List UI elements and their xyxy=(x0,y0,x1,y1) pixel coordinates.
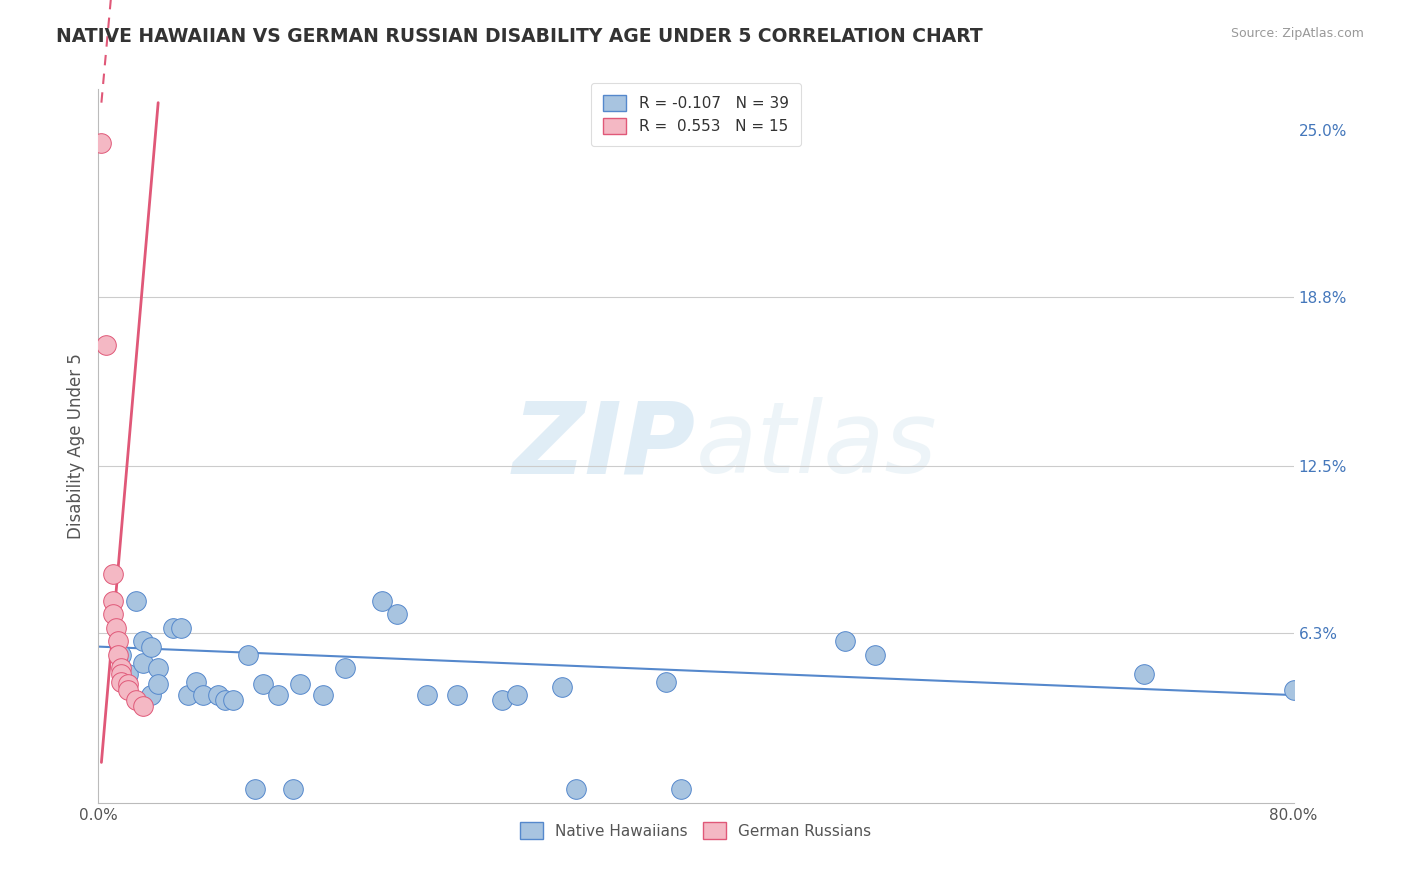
Point xyxy=(90,136,112,150)
Point xyxy=(117,666,139,681)
Text: NATIVE HAWAIIAN VS GERMAN RUSSIAN DISABILITY AGE UNDER 5 CORRELATION CHART: NATIVE HAWAIIAN VS GERMAN RUSSIAN DISABI… xyxy=(56,27,983,45)
Point xyxy=(139,640,162,654)
Text: ZIP: ZIP xyxy=(513,398,696,494)
Point xyxy=(148,661,170,675)
Point xyxy=(865,648,887,662)
Point xyxy=(117,682,139,697)
Point xyxy=(103,566,125,581)
Point xyxy=(207,688,229,702)
Point xyxy=(446,688,468,702)
Point xyxy=(565,782,588,797)
Point xyxy=(288,677,311,691)
Point xyxy=(177,688,200,702)
Point xyxy=(184,674,207,689)
Point xyxy=(311,688,333,702)
Point xyxy=(132,634,155,648)
Point xyxy=(107,648,129,662)
Point xyxy=(132,698,155,713)
Point xyxy=(214,693,236,707)
Point xyxy=(252,677,274,691)
Point xyxy=(834,634,856,648)
Point xyxy=(103,594,125,608)
Point xyxy=(333,661,356,675)
Point xyxy=(491,693,513,707)
Point xyxy=(550,680,572,694)
Point xyxy=(371,594,394,608)
Point xyxy=(139,688,162,702)
Point xyxy=(125,693,148,707)
Point xyxy=(110,674,132,689)
Point xyxy=(169,621,191,635)
Point xyxy=(162,621,184,635)
Point xyxy=(1282,682,1305,697)
Point xyxy=(125,594,148,608)
Point xyxy=(103,607,125,622)
Point xyxy=(416,688,439,702)
Point xyxy=(191,688,214,702)
Point xyxy=(506,688,529,702)
Point xyxy=(105,621,128,635)
Y-axis label: Disability Age Under 5: Disability Age Under 5 xyxy=(66,353,84,539)
Point xyxy=(117,677,139,691)
Point xyxy=(132,656,155,670)
Point xyxy=(655,674,678,689)
Legend: Native Hawaiians, German Russians: Native Hawaiians, German Russians xyxy=(515,816,877,845)
Point xyxy=(236,648,259,662)
Point xyxy=(1133,666,1156,681)
Point xyxy=(110,666,132,681)
Text: Source: ZipAtlas.com: Source: ZipAtlas.com xyxy=(1230,27,1364,40)
Point xyxy=(148,677,170,691)
Point xyxy=(245,782,267,797)
Point xyxy=(385,607,409,622)
Point xyxy=(669,782,692,797)
Point xyxy=(110,661,132,675)
Text: atlas: atlas xyxy=(696,398,938,494)
Point xyxy=(267,688,290,702)
Point xyxy=(222,693,245,707)
Point xyxy=(107,634,129,648)
Point xyxy=(110,648,132,662)
Point xyxy=(94,338,117,352)
Point xyxy=(281,782,304,797)
